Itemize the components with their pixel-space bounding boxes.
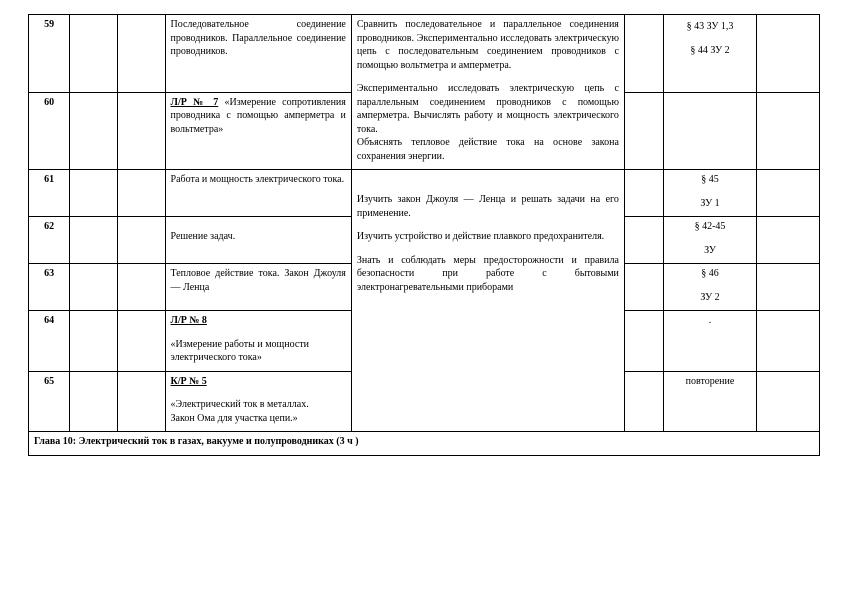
cell-empty bbox=[624, 15, 663, 93]
topic-cell: Тепловое действие тока. Закон Джоуля — Л… bbox=[165, 264, 351, 311]
row-number: 60 bbox=[29, 92, 70, 169]
cell-empty bbox=[117, 371, 165, 432]
cell-empty bbox=[117, 170, 165, 217]
cell-empty bbox=[70, 371, 118, 432]
cell-empty bbox=[757, 170, 820, 217]
cell-empty bbox=[624, 170, 663, 217]
cell-empty bbox=[70, 217, 118, 264]
row-number: 62 bbox=[29, 217, 70, 264]
cell-empty bbox=[117, 311, 165, 372]
topic-cell: Л/Р № 7 «Измерение сопротивления проводн… bbox=[165, 92, 351, 169]
chapter-row: Глава 10: Электрический ток в газах, вак… bbox=[29, 432, 820, 456]
cell-empty bbox=[624, 92, 663, 169]
row-number: 64 bbox=[29, 311, 70, 372]
cell-empty bbox=[117, 15, 165, 93]
cell-empty bbox=[757, 15, 820, 93]
cell-empty bbox=[757, 92, 820, 169]
curriculum-table: 59 Последовательное соединение проводник… bbox=[28, 14, 820, 456]
homework-cell: повторение bbox=[663, 371, 756, 432]
cell-empty bbox=[624, 371, 663, 432]
row-number: 63 bbox=[29, 264, 70, 311]
cell-empty bbox=[70, 264, 118, 311]
cell-empty bbox=[757, 371, 820, 432]
goals-cell: Изучить закон Джоуля — Ленца и решать за… bbox=[351, 170, 624, 432]
topic-cell: Работа и мощность электрического тока. bbox=[165, 170, 351, 217]
homework-cell: § 45ЗУ 1 bbox=[663, 170, 756, 217]
document-page: 59 Последовательное соединение проводник… bbox=[0, 0, 842, 595]
homework-cell: . bbox=[663, 311, 756, 372]
cell-empty bbox=[624, 217, 663, 264]
cell-empty bbox=[70, 92, 118, 169]
chapter-title: Глава 10: Электрический ток в газах, вак… bbox=[29, 432, 820, 456]
homework-cell: § 43 ЗУ 1,3§ 44 ЗУ 2 bbox=[663, 15, 756, 93]
goals-cell: Сравнить последовательное и параллельное… bbox=[351, 15, 624, 170]
table-row: 59 Последовательное соединение проводник… bbox=[29, 15, 820, 93]
cell-empty bbox=[117, 217, 165, 264]
cell-empty bbox=[117, 264, 165, 311]
homework-cell bbox=[663, 92, 756, 169]
cell-empty bbox=[624, 264, 663, 311]
table-row: 61 Работа и мощность электрического тока… bbox=[29, 170, 820, 217]
row-number: 59 bbox=[29, 15, 70, 93]
cell-empty bbox=[117, 92, 165, 169]
row-number: 61 bbox=[29, 170, 70, 217]
cell-empty bbox=[757, 217, 820, 264]
cell-empty bbox=[70, 311, 118, 372]
homework-cell: § 42-45ЗУ bbox=[663, 217, 756, 264]
cell-empty bbox=[757, 264, 820, 311]
homework-cell: § 46ЗУ 2 bbox=[663, 264, 756, 311]
topic-cell: К/Р № 5«Электрический ток в металлах.Зак… bbox=[165, 371, 351, 432]
topic-cell: Последовательное соединение проводников.… bbox=[165, 15, 351, 93]
cell-empty bbox=[70, 170, 118, 217]
topic-cell: Решение задач. bbox=[165, 217, 351, 264]
cell-empty bbox=[70, 15, 118, 93]
row-number: 65 bbox=[29, 371, 70, 432]
cell-empty bbox=[757, 311, 820, 372]
topic-cell: Л/Р № 8«Измерение работы и мощностиэлект… bbox=[165, 311, 351, 372]
cell-empty bbox=[624, 311, 663, 372]
